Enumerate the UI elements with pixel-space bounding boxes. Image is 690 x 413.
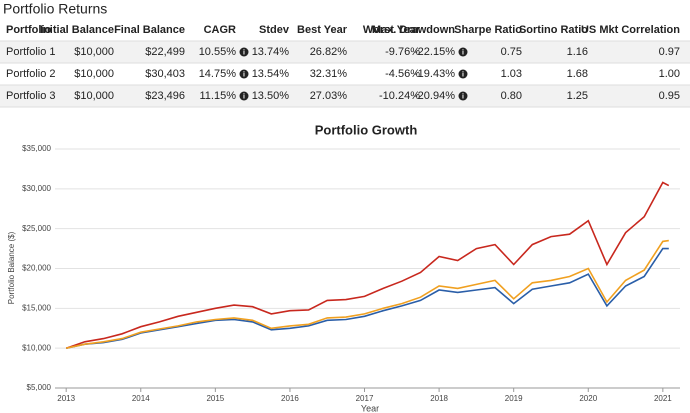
x-tick-label: 2021 [654,394,672,403]
table-cell: Portfolio 2 [6,68,56,80]
x-tick-label: 2015 [206,394,224,403]
info-icon-glyph: i [462,93,464,100]
column-header: Worst Year [363,24,421,36]
x-tick-label: 2019 [505,394,523,403]
info-icon [458,69,468,79]
table-cell: $10,000 [74,46,114,58]
y-tick-label: $15,000 [22,303,51,312]
column-header: Portfolio [6,24,51,36]
table-cell: 1.00 [659,68,680,80]
table-cell: -4.56% [385,68,420,80]
table-cell: 1.68 [567,68,588,80]
table-row-bg [0,85,690,107]
info-icon [458,47,468,57]
x-tick-label: 2018 [430,394,448,403]
table-cell: 27.03% [310,90,348,102]
table-cell: 1.03 [501,68,522,80]
table-cell: 0.97 [659,46,680,58]
x-tick-label: 2016 [281,394,299,403]
x-tick-label: 2013 [57,394,75,403]
x-axis-label: Year [361,403,379,413]
info-icon-glyph: i [462,71,464,78]
info-icon-glyph: i [243,71,245,78]
info-icon [458,91,468,101]
table-cell: 14.75% [199,68,237,80]
table-row-bg [0,41,690,63]
table-cell: 26.82% [310,46,348,58]
table-cell: 1.16 [567,46,588,58]
table-cell: $10,000 [74,68,114,80]
x-tick-label: 2020 [579,394,597,403]
table-cell: $23,496 [145,90,185,102]
chart-title: Portfolio Growth [315,122,418,137]
series-line [65,181,670,349]
column-header: Initial Balance [40,24,114,36]
info-icon-glyph: i [243,93,245,100]
table-row-bg [0,63,690,85]
y-tick-label: $30,000 [22,184,51,193]
y-tick-label: $10,000 [22,343,51,352]
table-cell: -22.15% [414,46,455,58]
table-cell: -20.94% [414,90,455,102]
column-header: Sortino Ratio [519,24,588,36]
column-header: Best Year [297,24,348,36]
column-header: Sharpe Ratio [454,24,522,36]
table-cell: Portfolio 3 [6,90,56,102]
table-cell: -19.43% [414,68,455,80]
table-cell: 13.50% [252,90,290,102]
x-tick-label: 2014 [132,394,150,403]
column-header: Max. Drawdown [372,24,455,36]
column-header: CAGR [204,24,236,36]
column-header: US Mkt Correlation [581,24,680,36]
series-line [66,239,669,349]
info-icon-glyph: i [243,49,245,56]
table-cell: $30,403 [145,68,185,80]
column-header: Final Balance [114,24,185,36]
table-cell: 0.75 [501,46,522,58]
table-cell: 0.80 [501,90,522,102]
info-icon [239,47,249,57]
table-cell: $10,000 [74,90,114,102]
y-tick-label: $25,000 [22,224,51,233]
table-cell: 1.25 [567,90,588,102]
table-cell: 32.31% [310,68,348,80]
page-title: Portfolio Returns [3,1,107,17]
table-cell: -9.76% [385,46,420,58]
y-tick-label: $35,000 [22,144,51,153]
table-cell: 11.15% [200,90,237,102]
info-icon [239,69,249,79]
series-line [66,247,669,349]
table-cell: -10.24% [379,90,420,102]
x-tick-label: 2017 [356,394,374,403]
y-axis-label: Portfolio Balance ($) [7,231,16,304]
table-cell: $22,499 [145,46,185,58]
table-cell: 10.55% [199,46,237,58]
info-icon [239,91,249,101]
y-tick-label: $20,000 [22,264,51,273]
y-tick-label: $5,000 [27,383,52,392]
table-cell: Portfolio 1 [6,46,56,58]
table-cell: 0.95 [659,90,680,102]
table-cell: 13.74% [252,46,290,58]
table-cell: 13.54% [252,68,290,80]
info-icon-glyph: i [462,49,464,56]
column-header: Stdev [259,24,290,36]
